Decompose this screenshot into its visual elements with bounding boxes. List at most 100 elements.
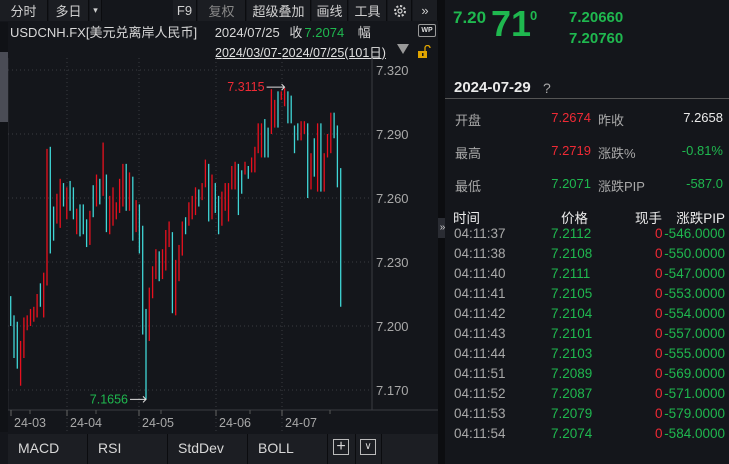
tick-volume: 0 — [655, 346, 663, 361]
y-tick-label: 7.260 — [376, 191, 409, 206]
tick-volume: 0 — [655, 426, 663, 441]
tick-time: 04:11:53 — [454, 406, 506, 421]
help-icon[interactable]: ? — [543, 80, 551, 96]
close-label: 收 — [289, 25, 303, 40]
tab-rsi[interactable]: RSI — [88, 434, 168, 464]
y-tick-label: 7.320 — [376, 63, 409, 78]
tick-volume: 0 — [655, 226, 663, 241]
tab-boll[interactable]: BOLL — [248, 434, 328, 464]
stat-label: 昨收 — [598, 113, 625, 128]
min-label: 7.1656 — [90, 392, 128, 406]
y-tick-label: 7.170 — [376, 383, 409, 398]
tick-price: 7.2108 — [551, 246, 593, 261]
plus-icon[interactable]: + — [328, 434, 356, 464]
double-chevron-right-icon[interactable]: » — [413, 0, 438, 21]
stat-value: 7.2658 — [683, 110, 723, 125]
double-chevron-right-icon[interactable]: » — [438, 218, 447, 238]
stat-label: 最低 — [455, 179, 482, 194]
tick-time: 04:11:44 — [454, 346, 506, 361]
trade-date: 2024-07-29 — [454, 79, 531, 96]
symbol-info: USDCNH.FX[美元兑离岸人民币] 2024/07/25 收 7.2074 幅 — [10, 22, 371, 41]
x-tick-label: 24-07 — [285, 416, 317, 430]
tick-pip: -546.0000 — [664, 226, 725, 241]
tick-row: 04:11:42 7.2104 0 -554.0000 — [453, 306, 725, 326]
tick-row: 04:11:43 7.2101 0 -557.0000 — [453, 326, 725, 346]
chevron-down-icon[interactable]: ∨ — [356, 434, 382, 464]
tick-pip: -553.0000 — [664, 286, 725, 301]
price-prefix: 7.20 — [453, 8, 487, 27]
tick-time: 04:11:51 — [454, 366, 506, 381]
price-superscript: 0 — [530, 8, 538, 23]
tick-price: 7.2111 — [551, 266, 591, 281]
tick-price: 7.2087 — [551, 386, 593, 401]
tick-price: 7.2103 — [551, 346, 593, 361]
x-tick-label: 24-03 — [14, 416, 46, 430]
stat-label: 开盘 — [455, 113, 482, 128]
indicator-tabs: MACD RSI StdDev BOLL + ∨ — [8, 434, 438, 464]
wp-badge[interactable]: WP — [418, 24, 436, 37]
stat-label: 最高 — [455, 146, 482, 161]
toolbar-spacer — [103, 0, 173, 21]
close-value: 7.2074 — [304, 25, 345, 40]
quote-panel: 7.20 71 0 7.20660 7.20760 2024-07-29 ? 开… — [445, 0, 729, 464]
unlock-icon[interactable] — [417, 44, 431, 62]
bar-date: 2024/07/25 — [214, 25, 280, 40]
triangle-down-icon[interactable] — [397, 44, 409, 54]
x-tick-label: 24-06 — [219, 416, 251, 430]
tick-pip: -579.0000 — [664, 406, 725, 421]
tick-time: 04:11:52 — [454, 386, 506, 401]
tick-volume: 0 — [655, 406, 663, 421]
header-time: 时间 — [453, 211, 480, 226]
tick-time: 04:11:40 — [454, 266, 506, 281]
price-big: 71 — [491, 3, 532, 44]
header-pip: 涨跌PIP — [676, 211, 725, 226]
tick-price: 7.2104 — [551, 306, 593, 321]
gear-icon[interactable] — [388, 0, 412, 21]
tools-button[interactable]: 工具 — [349, 0, 387, 21]
max-arrow — [266, 83, 286, 91]
tick-pip: -550.0000 — [664, 246, 725, 261]
y-tick-label: 7.230 — [376, 255, 409, 270]
tick-time: 04:11:41 — [454, 286, 506, 301]
tick-time: 04:11:54 — [454, 426, 506, 441]
tab-intraday[interactable]: 分时 — [0, 0, 48, 21]
price-chart[interactable]: 7.320 7.290 7.260 7.230 7.200 7.170 24-03 24-04… — [8, 58, 438, 434]
divider — [445, 98, 729, 99]
tab-macd[interactable]: MACD — [8, 434, 88, 464]
stat-value: 7.2674 — [551, 110, 591, 125]
x-tick-label: 24-05 — [142, 416, 174, 430]
tick-pip: -571.0000 — [664, 386, 725, 401]
tick-volume: 0 — [655, 246, 663, 261]
tab-stddev[interactable]: StdDev — [168, 434, 248, 464]
tick-price: 7.2079 — [551, 406, 593, 421]
header-volume: 现手 — [635, 211, 662, 226]
period-dropdown[interactable]: ▾ — [90, 0, 102, 21]
tab-multiday[interactable]: 多日 — [49, 0, 89, 21]
tick-pip: -554.0000 — [664, 306, 725, 321]
f9-button[interactable]: F9 — [173, 0, 197, 21]
y-tick-label: 7.200 — [376, 319, 409, 334]
tick-pip: -555.0000 — [664, 346, 725, 361]
overlay-button[interactable]: 超级叠加 — [247, 0, 311, 21]
tick-pip: -547.0000 — [664, 266, 725, 281]
side-tab-active[interactable] — [0, 52, 8, 122]
stat-label: 涨跌% — [598, 146, 636, 161]
tick-price: 7.2074 — [551, 426, 593, 441]
tick-row: 04:11:51 7.2089 0 -569.0000 — [453, 366, 725, 386]
tick-row: 04:11:54 7.2074 0 -584.0000 — [453, 426, 725, 446]
draw-button[interactable]: 画线 — [312, 0, 348, 21]
tick-price: 7.2105 — [551, 286, 593, 301]
amplitude-label: 幅 — [357, 25, 371, 40]
tick-price: 7.2112 — [551, 226, 592, 241]
tick-row: 04:11:40 7.2111 0 -547.0000 — [453, 266, 725, 286]
ask-price: 7.20760 — [569, 30, 624, 47]
side-tab-strip[interactable] — [0, 22, 8, 432]
tick-row: 04:11:38 7.2108 0 -550.0000 — [453, 246, 725, 266]
date-range[interactable]: 2024/03/07-2024/07/25(101日) — [215, 46, 386, 60]
stat-label: 涨跌PIP — [598, 179, 645, 194]
tick-pip: -557.0000 — [664, 326, 725, 341]
tick-pip: -569.0000 — [664, 366, 725, 381]
adjust-button[interactable]: 复权 — [198, 0, 246, 21]
tick-volume: 0 — [655, 306, 663, 321]
stat-value: -0.81% — [681, 143, 723, 158]
